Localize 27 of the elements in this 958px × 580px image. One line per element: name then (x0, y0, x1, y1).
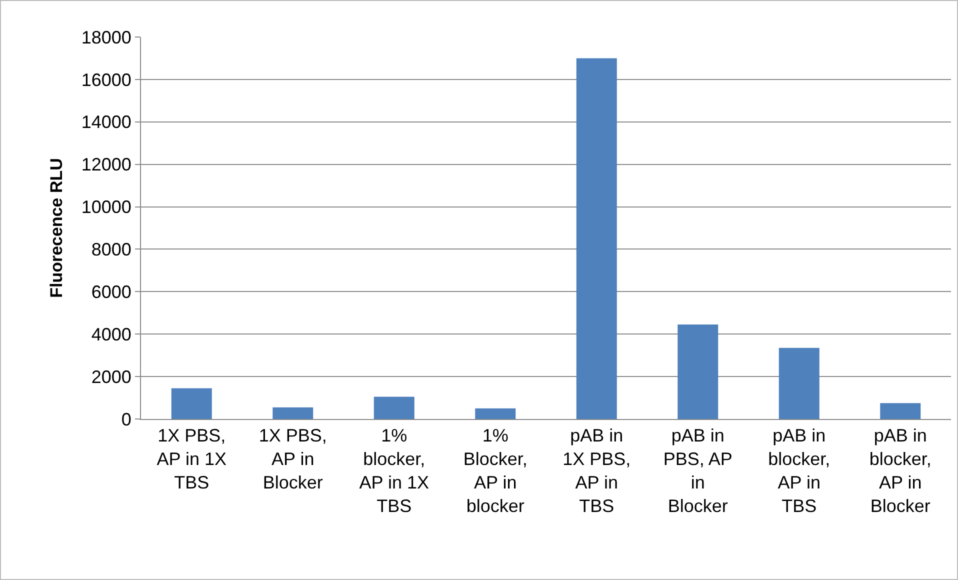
bar (678, 324, 718, 419)
y-tick-label: 8000 (91, 240, 132, 260)
y-tick-label: 2000 (91, 366, 132, 387)
y-tick-label: 14000 (81, 112, 132, 132)
y-tick-label: 16000 (81, 70, 132, 90)
x-tick-label: 1% Blocker, AP in blocker (463, 426, 528, 516)
y-axis-title: Fluorecence RLU (46, 158, 66, 298)
x-tick-label: 1X PBS, AP in Blocker (258, 426, 327, 492)
y-tick-label: 18000 (81, 27, 132, 48)
y-tick-label: 4000 (91, 324, 132, 344)
bar (880, 403, 921, 419)
x-tick-label: pAB in 1X PBS, AP in TBS (562, 426, 631, 516)
bar (374, 396, 414, 419)
bar (171, 388, 212, 419)
y-tick-label: 6000 (91, 282, 132, 302)
bar (475, 408, 516, 419)
x-tick-label: pAB in blocker, AP in TBS (768, 426, 830, 516)
bar (576, 58, 617, 419)
x-tick-label: 1% blocker, AP in 1X TBS (359, 426, 429, 516)
x-tick-label: pAB in blocker, AP in Blocker (869, 426, 932, 516)
y-tick-label: 10000 (81, 197, 132, 218)
y-tick-label: 12000 (81, 154, 132, 175)
y-tick-label: 0 (121, 409, 132, 430)
bar (272, 407, 314, 419)
bar (778, 348, 820, 419)
x-tick-label: pAB in PBS, AP in Blocker (663, 426, 732, 516)
x-tick-label: 1X PBS, AP in 1X TBS (156, 426, 226, 492)
